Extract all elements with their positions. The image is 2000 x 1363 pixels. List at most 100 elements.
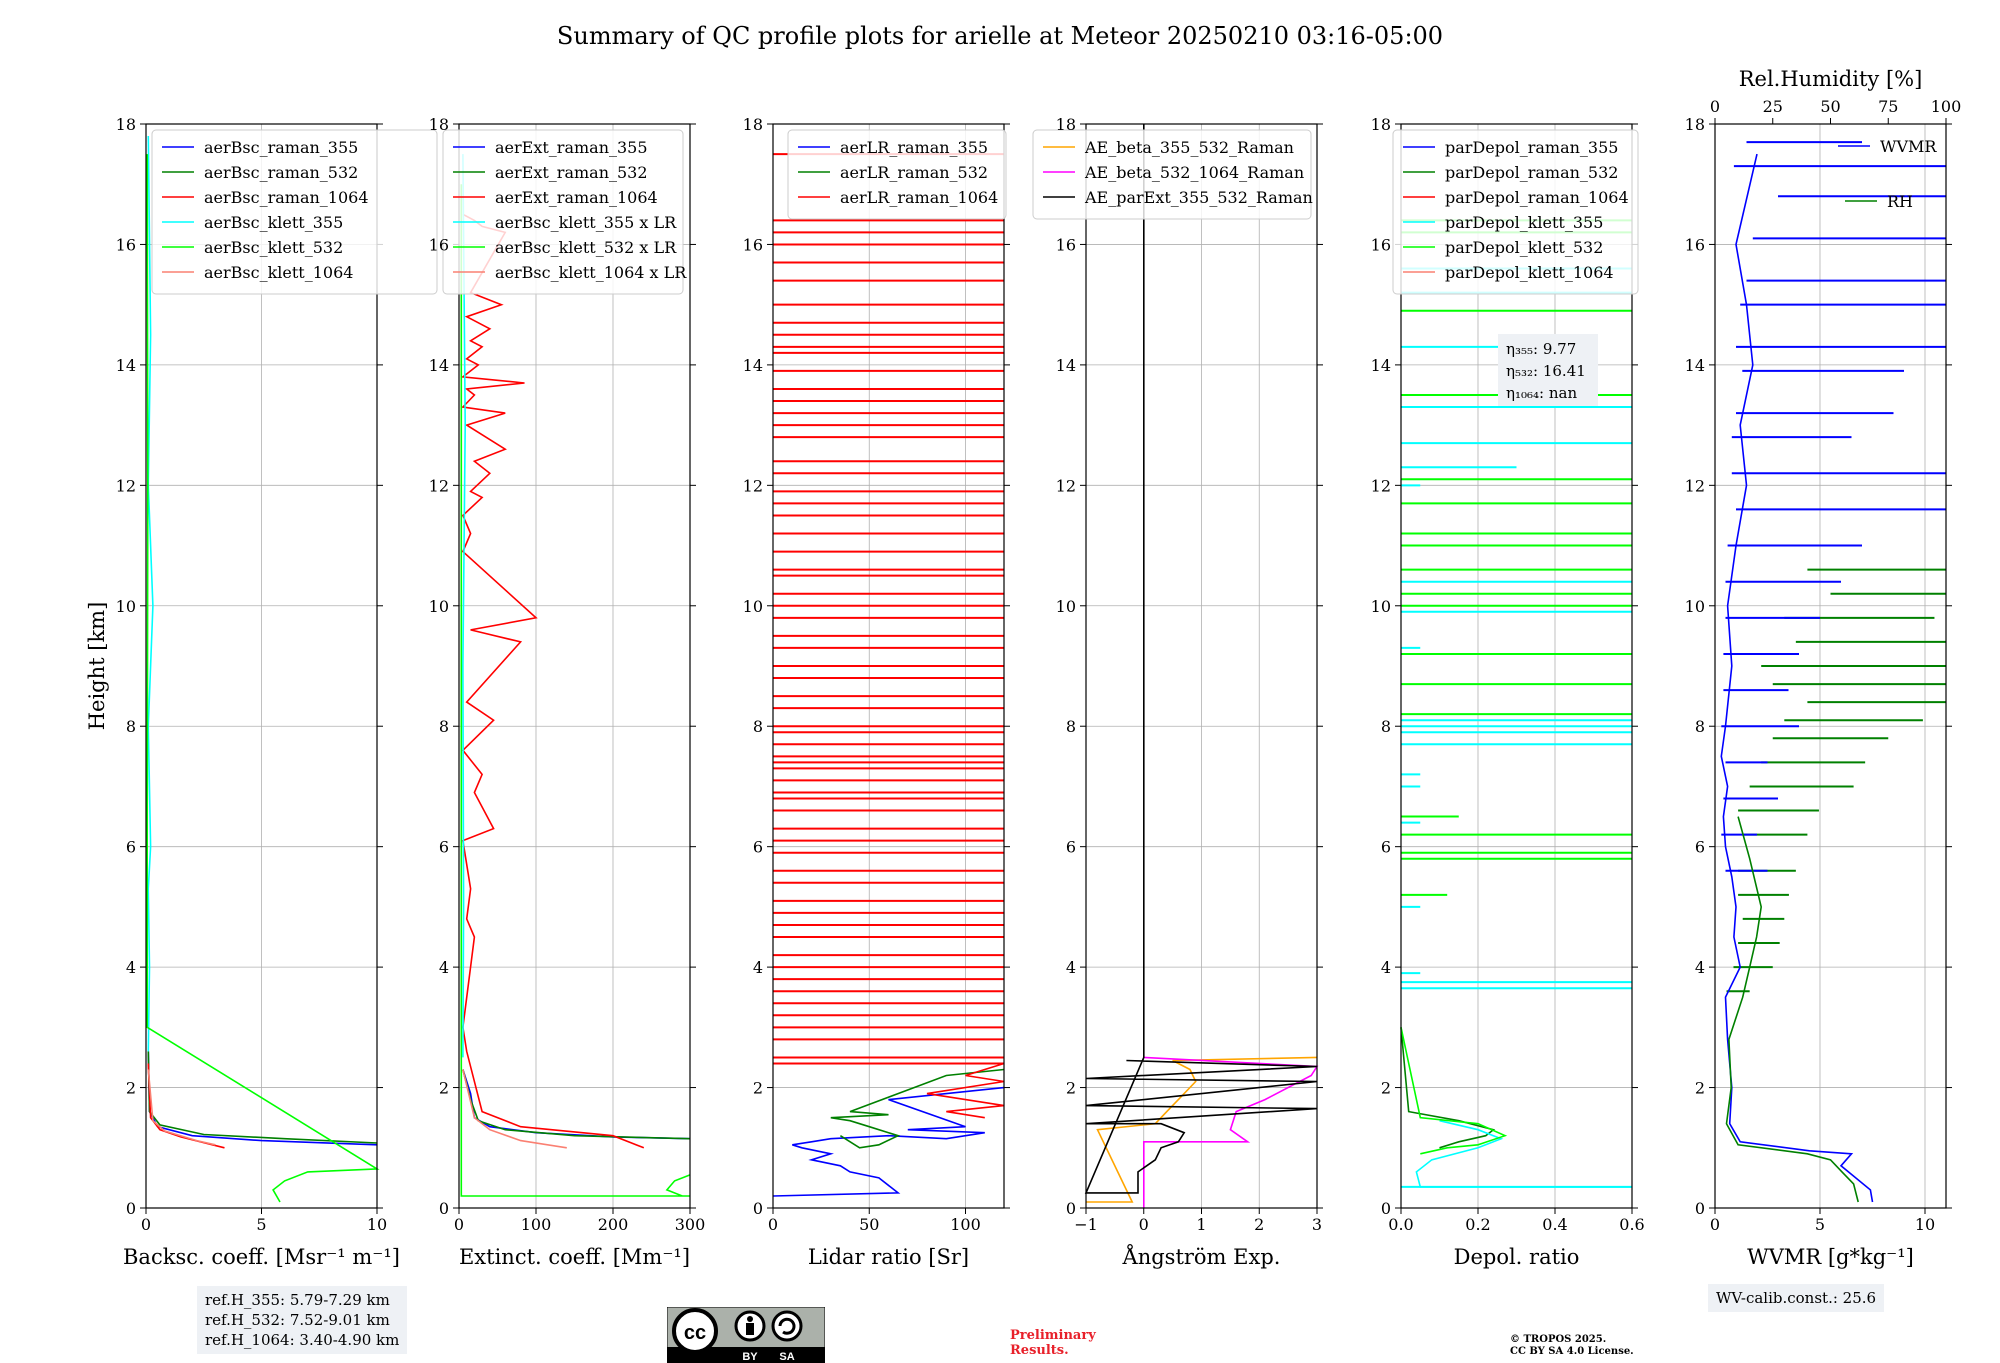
tick-label-y: 12	[1685, 476, 1705, 495]
legend-label-parDepol_klett_532: parDepol_klett_532	[1445, 238, 1603, 257]
svg-text:cc: cc	[684, 1322, 706, 1344]
axis-label-x: Lidar ratio [Sr]	[808, 1245, 969, 1269]
legend-label-aerBsc_klett_1064 x LR: aerBsc_klett_1064 x LR	[495, 263, 687, 282]
tick-label-y: 18	[1371, 115, 1391, 134]
tick-label-y: 6	[439, 838, 449, 857]
panel-depolarization	[1392, 123, 1639, 1214]
tick-label-y: 10	[429, 597, 449, 616]
preliminary-line-1: Preliminary	[1010, 1328, 1096, 1343]
series-aerBsc_klett_1064 x LR	[462, 1069, 567, 1149]
series-WVMR	[1720, 153, 1874, 1203]
axis-label-x: Extinct. coeff. [Mm⁻¹]	[459, 1245, 690, 1269]
series-aerLR_raman_355	[772, 1086, 1005, 1197]
tick-label-top: 50	[1820, 97, 1840, 116]
tick-label-y: 12	[116, 476, 136, 495]
legend-box	[1032, 129, 1312, 220]
tick-label-y: 18	[1056, 115, 1076, 134]
tick-label-y: 14	[743, 356, 763, 375]
tick-label-x: 0	[768, 1215, 778, 1234]
axis-label-x: Backsc. coeff. [Msr⁻¹ m⁻¹]	[123, 1245, 400, 1269]
tick-label-y: 14	[1371, 356, 1391, 375]
series-aerBsc_klett_532	[146, 154, 380, 1203]
tick-label-x: −1	[1074, 1215, 1098, 1234]
tick-label-y: 18	[743, 115, 763, 134]
series-parDepol_klett_532	[1400, 1027, 1508, 1155]
legend-label-WVMR: WVMR	[1880, 137, 1937, 156]
tick-label-top: 100	[1931, 97, 1962, 116]
legend-label-AE_beta_532_1064_Raman: AE_beta_532_1064_Raman	[1084, 163, 1304, 182]
cc-by-sa-license-badge: cc BY SA	[667, 1307, 825, 1363]
legend-box	[787, 129, 1007, 220]
legend-label-parDepol_klett_1064: parDepol_klett_1064	[1445, 263, 1614, 282]
legend-label-aerBsc_klett_355: aerBsc_klett_355	[204, 213, 343, 232]
legend-label-RH: RH	[1887, 192, 1913, 211]
tick-label-x: 10	[1915, 1215, 1935, 1234]
tick-label-x: 0.4	[1542, 1215, 1567, 1234]
reference-height-box: ref.H_355: 5.79-7.29 km ref.H_532: 7.52-…	[197, 1286, 408, 1354]
tick-label-y: 4	[1381, 958, 1391, 977]
legend-label-aerBsc_klett_355 x LR: aerBsc_klett_355 x LR	[495, 213, 677, 232]
tick-label-y: 12	[1371, 476, 1391, 495]
tick-label-y: 0	[1695, 1199, 1705, 1218]
tick-label-y: 4	[1066, 958, 1076, 977]
copyright-line-1: © TROPOS 2025.	[1510, 1334, 1607, 1345]
tick-label-x: 0.6	[1619, 1215, 1644, 1234]
series-aerLR_raman_1064	[926, 1062, 1005, 1119]
tick-label-y: 10	[743, 597, 763, 616]
tick-label-y: 10	[1371, 597, 1391, 616]
panel-extinction	[442, 123, 696, 1214]
tick-label-top: 25	[1763, 97, 1783, 116]
tick-label-y: 2	[1066, 1079, 1076, 1098]
y-axis-label: Height [km]	[85, 602, 109, 731]
tick-label-y: 14	[1056, 356, 1076, 375]
panel-water_vapor	[1709, 118, 1952, 1214]
panel-angstrom	[1032, 123, 1323, 1214]
series-AE_parExt_355_532_Raman	[1084, 124, 1318, 1194]
legend-label-aerBsc_raman_532: aerBsc_raman_532	[204, 163, 358, 182]
preliminary-results-note: Preliminary Results.	[1010, 1328, 1150, 1358]
series-aerExt_raman_355	[462, 1069, 691, 1140]
legend-label-aerLR_raman_532: aerLR_raman_532	[840, 163, 988, 182]
tick-label-y: 18	[1685, 115, 1705, 134]
legend-label-aerBsc_klett_532: aerBsc_klett_532	[204, 238, 343, 257]
tick-label-top: 0	[1710, 97, 1720, 116]
tick-label-y: 4	[126, 958, 136, 977]
tick-label-x: 0	[1139, 1215, 1149, 1234]
tick-label-y: 6	[126, 838, 136, 857]
series-aerBsc_klett_1064	[147, 1069, 216, 1146]
axis-label-x: Ångström Exp.	[1122, 1244, 1281, 1269]
legend-label-AE_parExt_355_532_Raman: AE_parExt_355_532_Raman	[1084, 188, 1313, 207]
tick-label-y: 0	[1381, 1199, 1391, 1218]
series-aerBsc_klett_532 x LR	[460, 184, 691, 1197]
wv-calibration-constant: WV-calib.const.: 25.6	[1716, 1289, 1877, 1307]
legend-label-parDepol_raman_532: parDepol_raman_532	[1445, 163, 1618, 182]
tick-label-x: 1	[1196, 1215, 1206, 1234]
tick-label-x: 50	[859, 1215, 879, 1234]
series-AE_beta_355_532_Raman	[1086, 1056, 1318, 1203]
copyright-line-2: CC BY SA 4.0 License.	[1510, 1346, 1634, 1357]
tick-label-y: 2	[439, 1079, 449, 1098]
series-aerBsc_klett_355 x LR	[462, 154, 467, 1058]
tick-label-y: 16	[1685, 235, 1705, 254]
tick-label-y: 6	[1381, 838, 1391, 857]
tick-label-x: 0	[454, 1215, 464, 1234]
license-by-label: BY	[742, 1351, 758, 1363]
eta-annotation-box	[1498, 334, 1598, 406]
legend-label-aerBsc_klett_1064: aerBsc_klett_1064	[204, 263, 353, 282]
legend-label-parDepol_raman_1064: parDepol_raman_1064	[1445, 188, 1629, 207]
tick-label-y: 4	[439, 958, 449, 977]
tick-label-y: 8	[1066, 717, 1076, 736]
series-AE_beta_532_1064_Raman	[1143, 1056, 1319, 1208]
cc-icon	[672, 1308, 718, 1354]
tick-label-y: 2	[1695, 1079, 1705, 1098]
series-aerBsc_raman_532	[147, 1051, 378, 1144]
series-parDepol_klett_355	[1415, 1119, 1632, 1188]
tick-label-y: 0	[439, 1199, 449, 1218]
tick-label-y: 16	[743, 235, 763, 254]
tick-label-y: 14	[116, 356, 136, 375]
tick-label-y: 8	[1695, 717, 1705, 736]
tick-label-y: 10	[116, 597, 136, 616]
tick-label-x: 0	[1710, 1215, 1720, 1234]
ref-height-1064: ref.H_1064: 3.40-4.90 km	[205, 1331, 400, 1349]
tick-label-y: 16	[1371, 235, 1391, 254]
